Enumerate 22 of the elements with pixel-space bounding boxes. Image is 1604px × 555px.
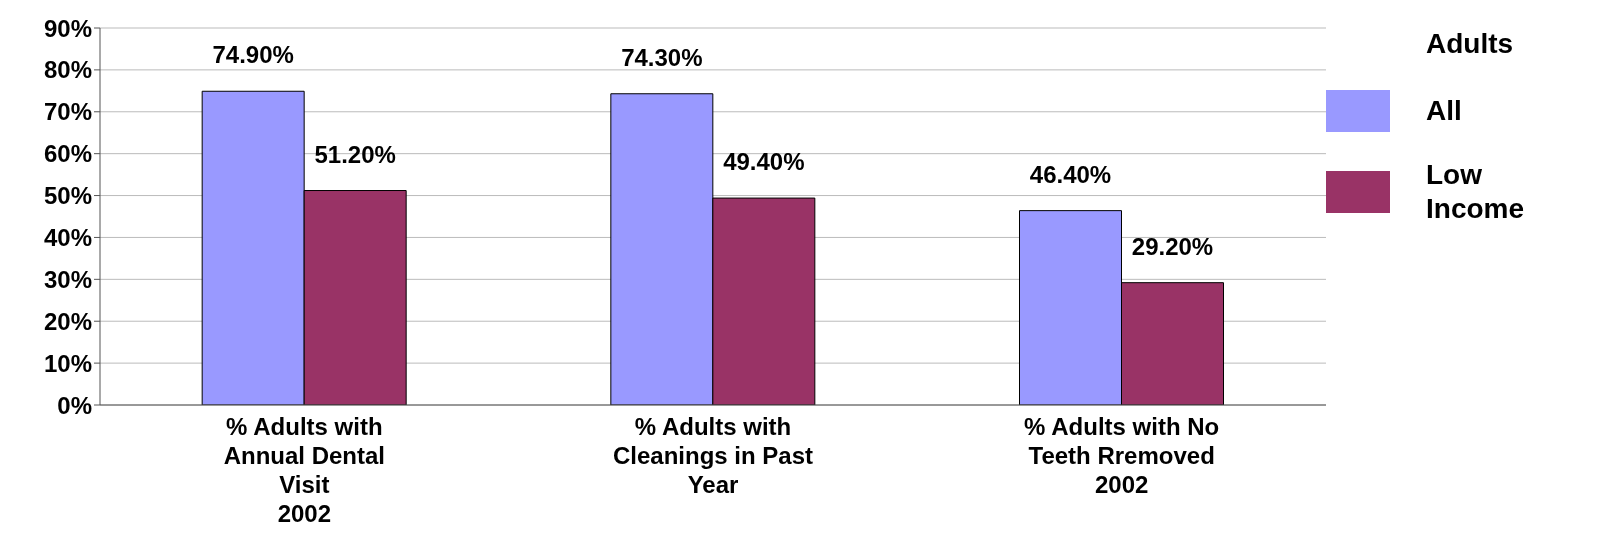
data-label: 29.20% bbox=[1131, 232, 1214, 260]
y-tick-label: 60% bbox=[43, 140, 92, 168]
data-label: 46.40% bbox=[1029, 160, 1112, 188]
x-tick-label: % Adults with Annual Dental Visit 2002 bbox=[223, 413, 386, 527]
x-tick-label: % Adults with No Teeth Rremoved 2002 bbox=[1024, 413, 1220, 498]
data-label: 74.90% bbox=[212, 41, 294, 69]
y-tick-label: 80% bbox=[43, 56, 92, 84]
y-tick-label: 90% bbox=[43, 14, 92, 42]
legend-label: All bbox=[1426, 94, 1463, 128]
y-tick-label: 0% bbox=[57, 391, 92, 419]
y-tick-label: 70% bbox=[43, 98, 92, 126]
y-tick-label: 50% bbox=[43, 182, 92, 210]
data-label: 49.40% bbox=[723, 148, 805, 176]
y-tick-label: 20% bbox=[43, 307, 92, 335]
legend-label: Low Income bbox=[1426, 158, 1526, 226]
y-tick-label: 40% bbox=[43, 223, 92, 251]
legend-title: Adults bbox=[1426, 28, 1515, 60]
y-tick-label: 10% bbox=[43, 349, 92, 377]
data-label: 51.20% bbox=[314, 140, 396, 168]
x-tick-label: % Adults with Cleanings in Past Year bbox=[612, 413, 814, 498]
data-label: 74.30% bbox=[621, 43, 703, 71]
y-tick-label: 30% bbox=[43, 265, 92, 293]
